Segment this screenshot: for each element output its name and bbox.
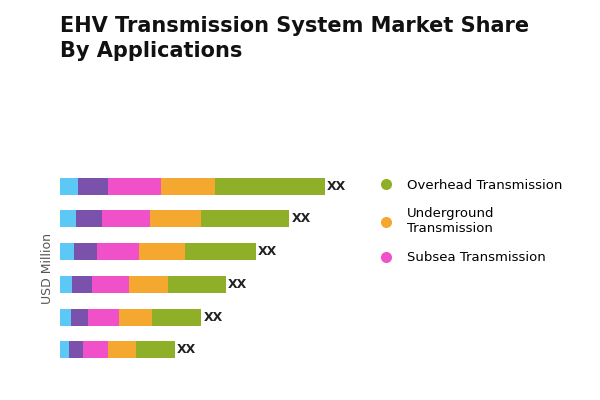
Bar: [161, 178, 215, 194]
Bar: [60, 178, 77, 194]
Bar: [167, 276, 226, 293]
Bar: [136, 342, 175, 358]
Bar: [60, 210, 76, 227]
Text: XX: XX: [292, 212, 311, 225]
Bar: [215, 178, 325, 194]
Bar: [150, 210, 201, 227]
Bar: [139, 243, 185, 260]
Bar: [88, 309, 119, 326]
Bar: [103, 210, 150, 227]
Bar: [69, 342, 83, 358]
Bar: [60, 342, 69, 358]
Bar: [97, 243, 139, 260]
Text: EHV Transmission System Market Share
By Applications: EHV Transmission System Market Share By …: [60, 16, 529, 61]
Text: XX: XX: [258, 245, 277, 258]
Bar: [185, 243, 256, 260]
Bar: [129, 276, 167, 293]
Bar: [119, 309, 152, 326]
Bar: [109, 342, 136, 358]
Bar: [73, 276, 92, 293]
Bar: [107, 178, 161, 194]
Y-axis label: USD Million: USD Million: [41, 232, 55, 304]
Bar: [60, 309, 71, 326]
Bar: [74, 243, 97, 260]
Text: XX: XX: [177, 344, 196, 356]
Bar: [83, 342, 109, 358]
Bar: [92, 276, 129, 293]
Bar: [60, 276, 73, 293]
Bar: [152, 309, 201, 326]
Legend: Overhead Transmission, Underground
Transmission, Subsea Transmission: Overhead Transmission, Underground Trans…: [373, 178, 562, 264]
Text: XX: XX: [327, 180, 346, 192]
Bar: [201, 210, 289, 227]
Bar: [77, 178, 107, 194]
Bar: [76, 210, 103, 227]
Bar: [71, 309, 88, 326]
Text: XX: XX: [203, 311, 223, 324]
Bar: [60, 243, 74, 260]
Text: XX: XX: [228, 278, 247, 291]
